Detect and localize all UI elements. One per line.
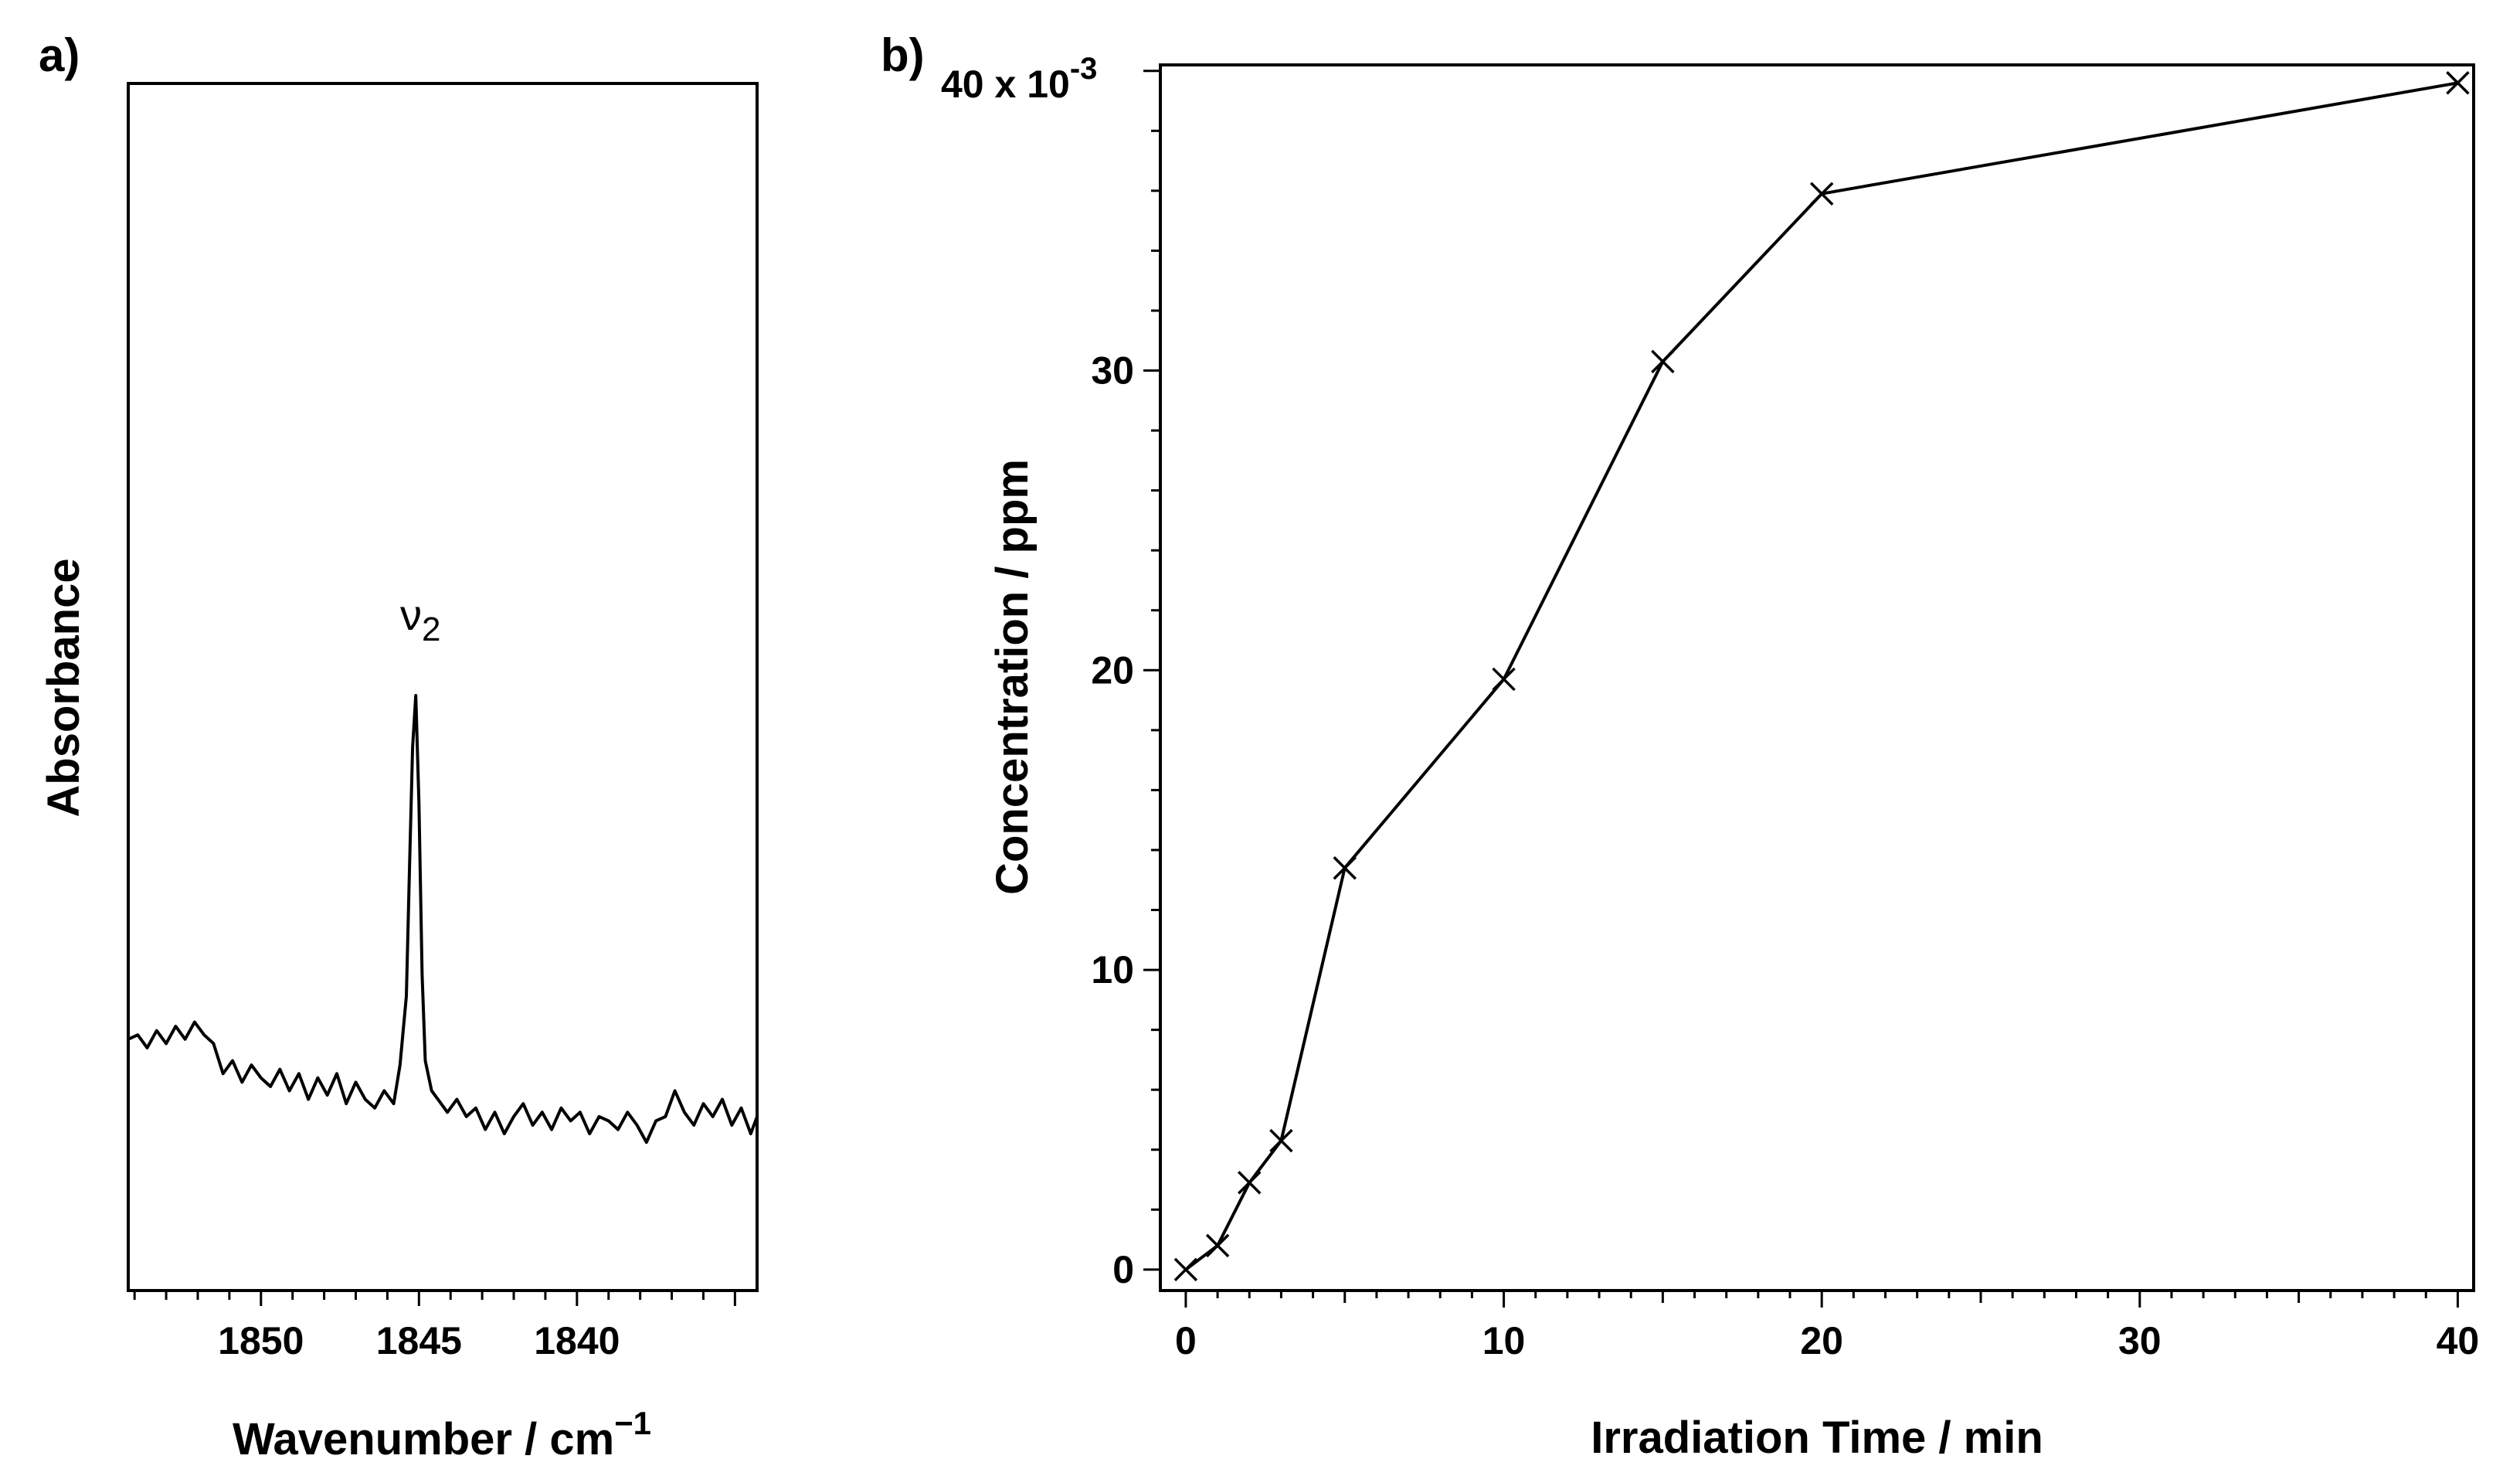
x-tick-label: 40 [2437,1319,2480,1362]
panel-a-x-axis-label-superscript: −1 [614,1405,651,1441]
panel-b-tick-labels: 0 10 20 30 40 0 10 20 30 40 x 10-3 [941,52,2479,1362]
panel-b-plot-frame [1159,63,2475,1292]
panel-b: b) 0 10 20 30 40 0 10 20 30 40 x 10-3 Irradiation… [881,29,2479,1463]
panel-a-x-axis-label-text: Wavenumber / cm [233,1414,614,1464]
panel-b-label: b) [881,29,925,81]
panel-a-x-axis-label: Wavenumber / cm−1 [233,1405,651,1464]
y-tick-label: 40 x 10-3 [941,52,1097,106]
y-tick-label: 20 [1091,648,1134,692]
data-point-marker [1651,349,1675,374]
panel-b-x-axis-label: Irradiation Time / min [1591,1413,2043,1463]
panel-a-x-ticks [133,1291,736,1306]
x-tick-label: 1850 [218,1319,304,1362]
data-point-marker [1492,667,1516,692]
y-tick-label: 0 [1112,1248,1134,1291]
panel-a-y-axis-label: Absorbance [39,558,89,817]
peak-annotation-subscript: 2 [422,610,440,648]
x-tick-label: 1840 [534,1319,620,1362]
x-tick-label: 30 [2118,1319,2162,1362]
data-point-marker [2446,71,2470,95]
data-point-marker [1269,1128,1293,1153]
panel-b-y-axis-label: Concentration / ppm [987,459,1038,895]
x-tick-label: 0 [1175,1319,1197,1362]
panel-b-markers [1173,71,2470,1282]
x-tick-label: 1845 [376,1319,462,1362]
data-point-marker [1173,1257,1198,1282]
panel-b-concentration-line [1184,81,2458,1271]
panel-b-ticks [1143,70,2459,1308]
panel-a-peak-annotation: ν2 [400,590,440,648]
x-tick-label: 20 [1800,1319,1843,1362]
peak-annotation-base: ν [400,590,422,639]
data-point-marker [1809,182,1834,206]
y-tick-label: 30 [1091,349,1134,393]
data-point-marker [1238,1171,1262,1195]
data-point-marker [1205,1233,1230,1258]
x-tick-label: 10 [1482,1319,1526,1362]
data-point-marker [1333,855,1357,880]
y-tick-label: 10 [1091,948,1134,991]
panel-a-spectrum-line [127,694,759,1144]
panel-a-label: a) [39,29,80,81]
panel-a-plot-frame [127,82,759,1292]
panel-a-x-tick-labels: 1850 1845 1840 [218,1319,620,1362]
panel-a: a) 1850 1845 1840 ν2 Wavenumber / cm−1 Abs… [39,29,759,1464]
